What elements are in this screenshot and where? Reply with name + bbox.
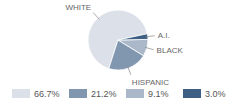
legend-label: 21.2% — [91, 89, 117, 99]
legend-swatch — [183, 89, 201, 98]
legend-swatch — [12, 89, 30, 98]
leader-line — [146, 36, 155, 37]
chart: WHITE HISPANIC BLACK A.I. 66.7% 21.2% 9.1% 3.0% — [0, 0, 240, 100]
legend-label: 66.7% — [34, 89, 60, 99]
leader-line — [93, 13, 99, 20]
legend: 66.7% 21.2% 9.1% 3.0% — [12, 89, 226, 99]
slice-label: BLACK — [157, 46, 184, 55]
slice-label: WHITE — [65, 3, 91, 12]
legend-label: 9.1% — [148, 89, 169, 99]
slice-label: A.I. — [158, 31, 170, 40]
slice-labels: WHITE HISPANIC BLACK A.I. — [65, 3, 183, 86]
slice-label: HISPANIC — [132, 78, 169, 87]
legend-swatch — [126, 89, 144, 98]
pie — [88, 10, 148, 70]
leader-line — [145, 47, 154, 49]
leader-line — [128, 66, 131, 74]
legend-label: 3.0% — [205, 89, 226, 99]
slice — [118, 39, 148, 55]
legend-swatch — [69, 89, 87, 98]
slice — [118, 34, 148, 40]
